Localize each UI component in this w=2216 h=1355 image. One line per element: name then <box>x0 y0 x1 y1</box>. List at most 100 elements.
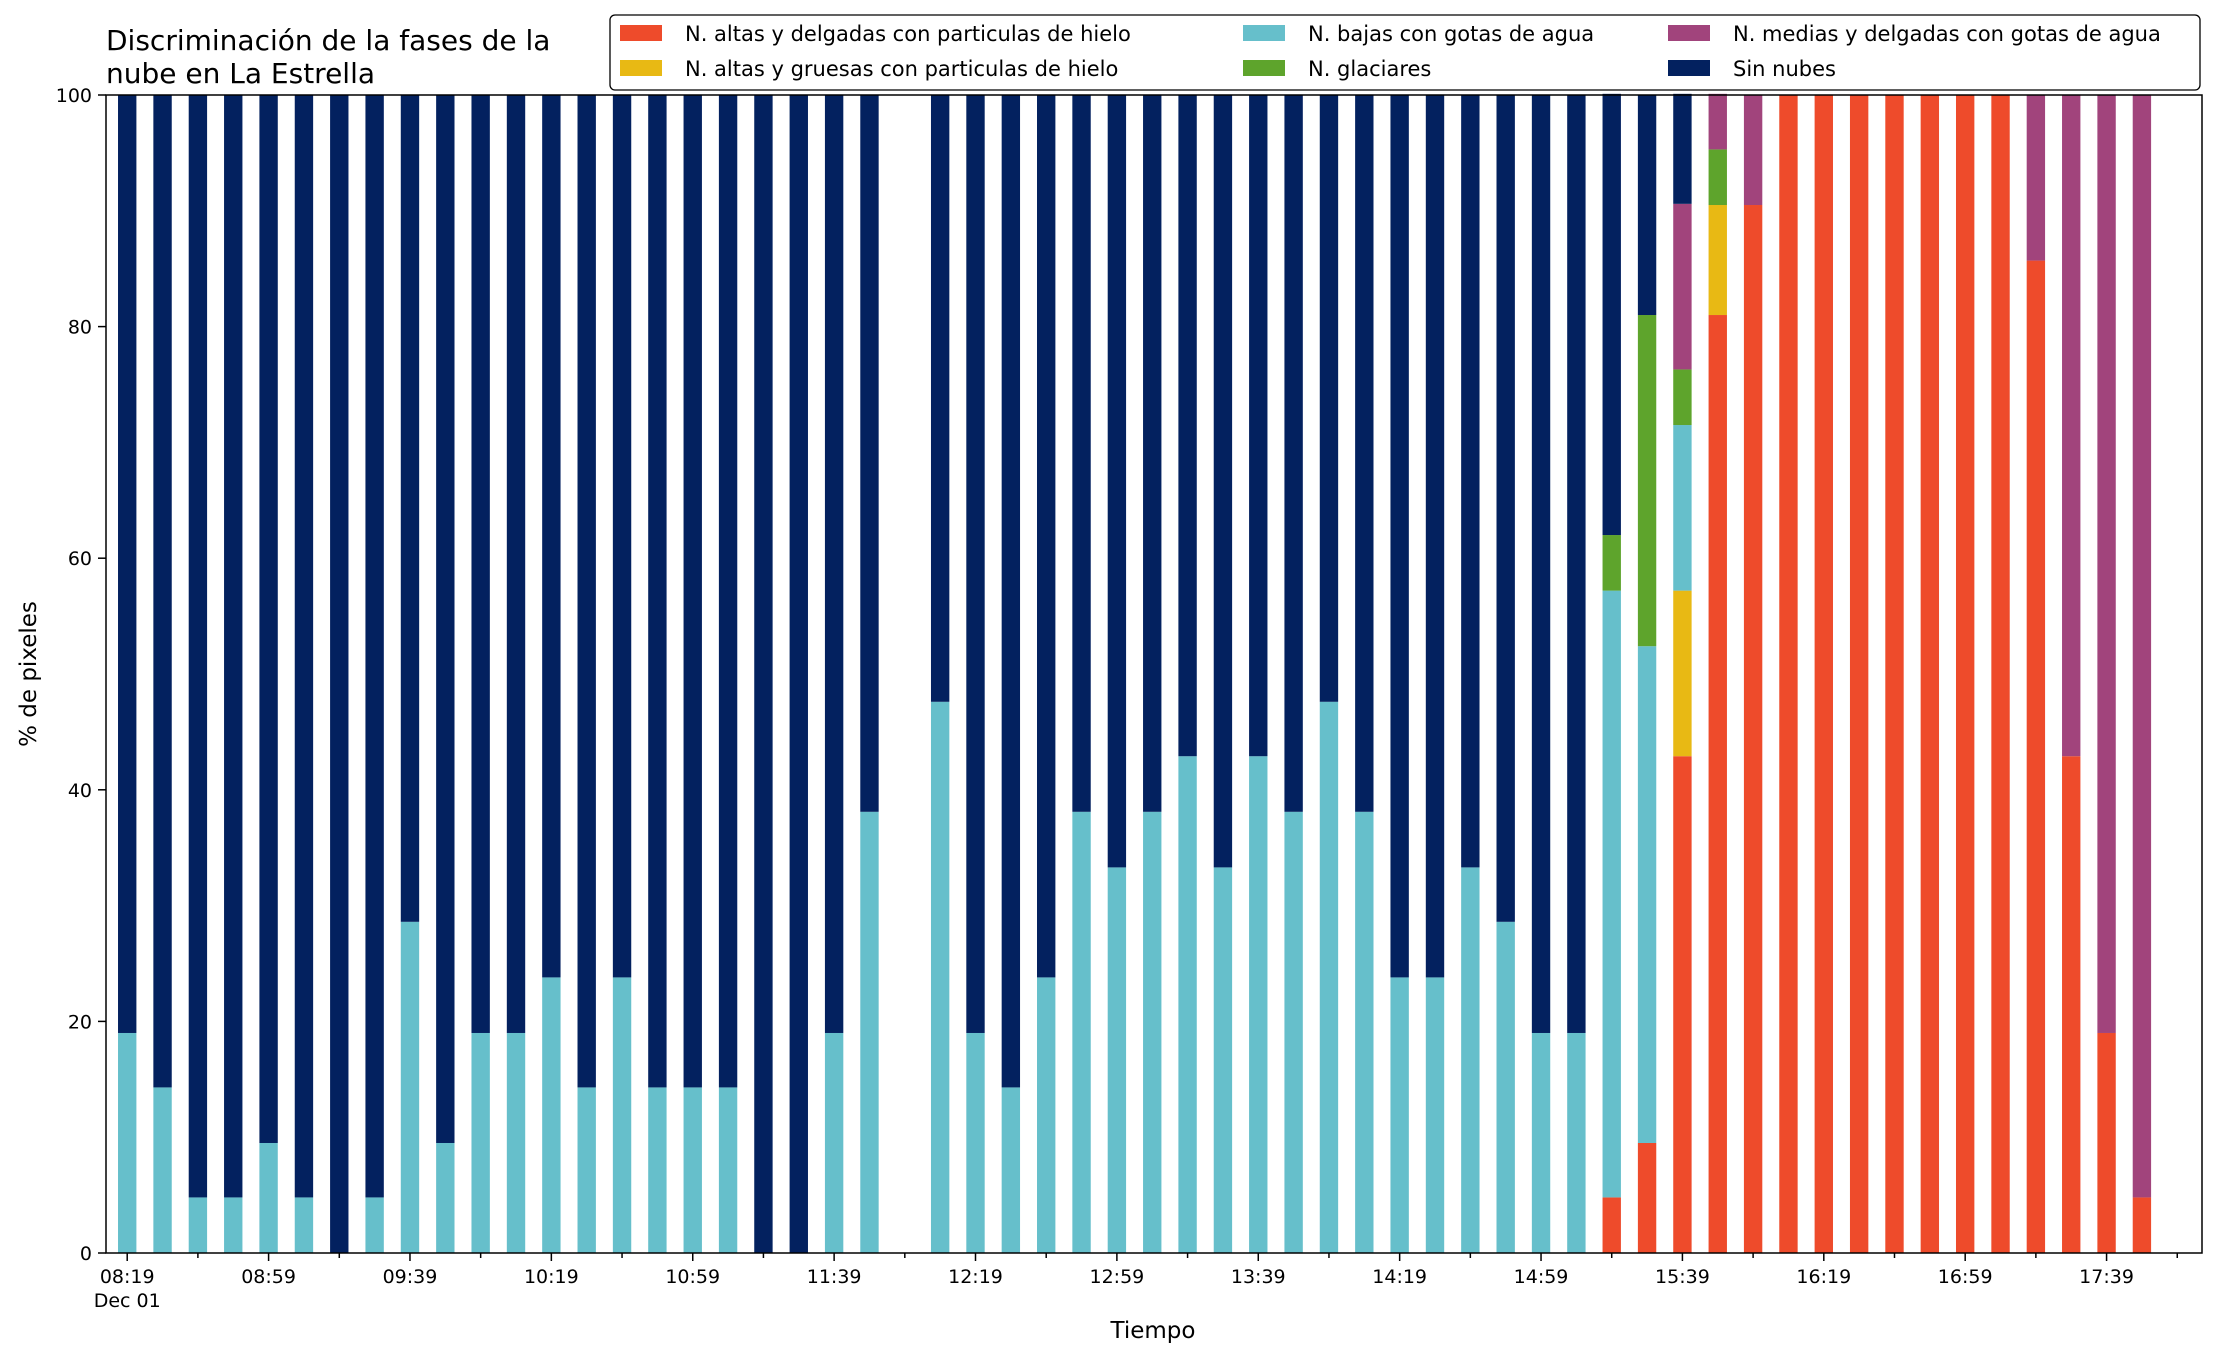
bar-segment-1629-series-0 <box>1849 95 1869 1253</box>
bar-segment-0909-series-2 <box>294 1197 314 1253</box>
bar-segment-1659-series-0 <box>1955 95 1975 1253</box>
bar-segment-0939-series-2 <box>400 921 420 1253</box>
bar-segment-1009-series-2 <box>506 1032 526 1253</box>
x-tick-label: 14:19 <box>1372 1266 1427 1288</box>
bar-segment-1219-series-2 <box>966 1032 985 1253</box>
x-tick-label: 11:39 <box>807 1266 862 1288</box>
bar-segment-1039-series-5 <box>612 95 632 978</box>
bar-segment-1329-series-5 <box>1213 95 1233 868</box>
chart-title-line-1: Discriminación de la fases de la <box>106 24 550 57</box>
bar-segment-0829-series-5 <box>153 95 172 1088</box>
x-tick-label: 17:39 <box>2079 1266 2134 1288</box>
x-tick-label: 12:59 <box>1090 1266 1145 1288</box>
bar-segment-1719-series-4 <box>2026 95 2046 261</box>
bar-segment-1429-series-2 <box>1425 977 1445 1253</box>
bar-segment-1529-series-0 <box>1637 1142 1657 1253</box>
bar-segment-1639-series-0 <box>1885 95 1904 1253</box>
bar-segment-1529-series-2 <box>1637 646 1657 1143</box>
bar-segment-0919-series-5 <box>330 95 349 1253</box>
bar-segment-1249-series-2 <box>1072 811 1091 1253</box>
bar-segment-1229-series-2 <box>1001 1087 1021 1253</box>
bar-segment-0819-series-2 <box>118 1032 137 1253</box>
x-tick-label: 08:19 <box>100 1266 155 1288</box>
bar-segment-1449-series-5 <box>1496 95 1515 922</box>
bar-segment-1429-series-5 <box>1425 95 1445 978</box>
bar-segment-1319-series-2 <box>1178 756 1197 1253</box>
bar-segment-1509-series-2 <box>1567 1032 1586 1253</box>
bar-segment-1359-series-2 <box>1319 701 1339 1253</box>
x-tick-label: 16:19 <box>1796 1266 1851 1288</box>
x-tick-label: 16:59 <box>1938 1266 1993 1288</box>
bar-segment-1109-series-5 <box>718 95 738 1088</box>
bar-segment-1259-series-5 <box>1107 95 1127 868</box>
bar-segment-1619-series-0 <box>1814 95 1833 1253</box>
x-tick-label: 14:59 <box>1514 1266 1569 1288</box>
bar-segment-1239-series-2 <box>1037 977 1056 1253</box>
bar-segment-0909-series-5 <box>294 95 314 1198</box>
bar-segment-1709-series-0 <box>1991 95 2010 1253</box>
x-tick-label: 08:59 <box>241 1266 296 1288</box>
bar-segment-1739-series-4 <box>2097 95 2116 1033</box>
bar-segment-1309-series-2 <box>1143 811 1162 1253</box>
legend-box <box>609 14 2201 91</box>
bar-segment-1109-series-2 <box>718 1087 738 1253</box>
bar-segment-1419-series-5 <box>1390 95 1409 978</box>
bar-stacks <box>118 93 2152 1254</box>
legend-swatch-5 <box>1668 60 1710 76</box>
bar-segment-1529-series-3 <box>1637 315 1657 647</box>
bar-segment-1549-series-1 <box>1708 205 1727 316</box>
legend-label-1: N. altas y gruesas con particulas de hie… <box>685 57 1118 81</box>
x-tick-label: 09:39 <box>383 1266 438 1288</box>
y-tick-label: 100 <box>56 85 92 107</box>
bar-segment-1539-series-2 <box>1673 425 1692 591</box>
bar-segment-1519-series-2 <box>1602 590 1621 1198</box>
bar-segment-1029-series-5 <box>577 95 596 1088</box>
bar-segment-0929-series-5 <box>365 95 384 1198</box>
x-tick-label: 12:19 <box>948 1266 1003 1288</box>
bar-segment-1139-series-5 <box>824 95 844 1033</box>
y-axis-ticks: 0 20 40 60 80 100 <box>56 85 106 1265</box>
bar-segment-1309-series-5 <box>1143 95 1162 812</box>
bar-segment-0839-series-5 <box>188 95 208 1198</box>
bar-segment-1019-series-2 <box>542 977 561 1253</box>
x-tick-label: 15:39 <box>1655 1266 1710 1288</box>
bar-segment-0859-series-2 <box>259 1142 278 1253</box>
bar-segment-1209-series-5 <box>930 95 950 702</box>
bar-segment-1229-series-5 <box>1001 95 1021 1088</box>
bar-segment-0849-series-5 <box>224 95 243 1198</box>
bar-segment-1419-series-2 <box>1390 977 1409 1253</box>
bar-segment-1049-series-2 <box>648 1087 667 1253</box>
x-axis-label: Tiempo <box>1110 1318 1196 1344</box>
bar-segment-1359-series-5 <box>1319 95 1339 702</box>
x-tick-label: 10:19 <box>524 1266 579 1288</box>
bar-segment-1439-series-5 <box>1461 95 1480 868</box>
bar-segment-1139-series-2 <box>824 1032 844 1253</box>
bar-segment-1519-series-5 <box>1602 93 1621 536</box>
legend-label-0: N. altas y delgadas con particulas de hi… <box>685 22 1131 46</box>
bar-segment-1539-series-3 <box>1673 369 1692 426</box>
legend-swatch-0 <box>620 25 662 41</box>
plot-frame <box>105 94 2203 1254</box>
bar-segment-1459-series-5 <box>1531 95 1551 1033</box>
bar-segment-1729-series-0 <box>2062 756 2081 1253</box>
bar-segment-0929-series-2 <box>365 1197 384 1253</box>
legend-swatch-1 <box>620 60 662 76</box>
bar-segment-1539-series-4 <box>1673 203 1692 370</box>
bar-segment-1649-series-0 <box>1920 95 1940 1253</box>
bar-segment-1529-series-5 <box>1637 95 1657 316</box>
y-axis-label: % de pixeles <box>16 601 42 747</box>
bar-segment-1349-series-2 <box>1284 811 1303 1253</box>
bar-segment-1539-series-0 <box>1673 756 1692 1253</box>
bar-segment-1549-series-0 <box>1708 315 1727 1253</box>
bar-segment-0949-series-2 <box>436 1142 455 1253</box>
bar-segment-0819-series-5 <box>118 95 137 1033</box>
bar-segment-1439-series-2 <box>1461 867 1480 1253</box>
bar-segment-0849-series-2 <box>224 1197 243 1253</box>
bar-segment-1449-series-2 <box>1496 921 1515 1253</box>
bar-segment-1339-series-5 <box>1249 95 1268 757</box>
bar-segment-0839-series-2 <box>188 1197 208 1253</box>
bar-segment-1519-series-0 <box>1602 1197 1621 1253</box>
y-tick-label: 60 <box>68 548 92 570</box>
